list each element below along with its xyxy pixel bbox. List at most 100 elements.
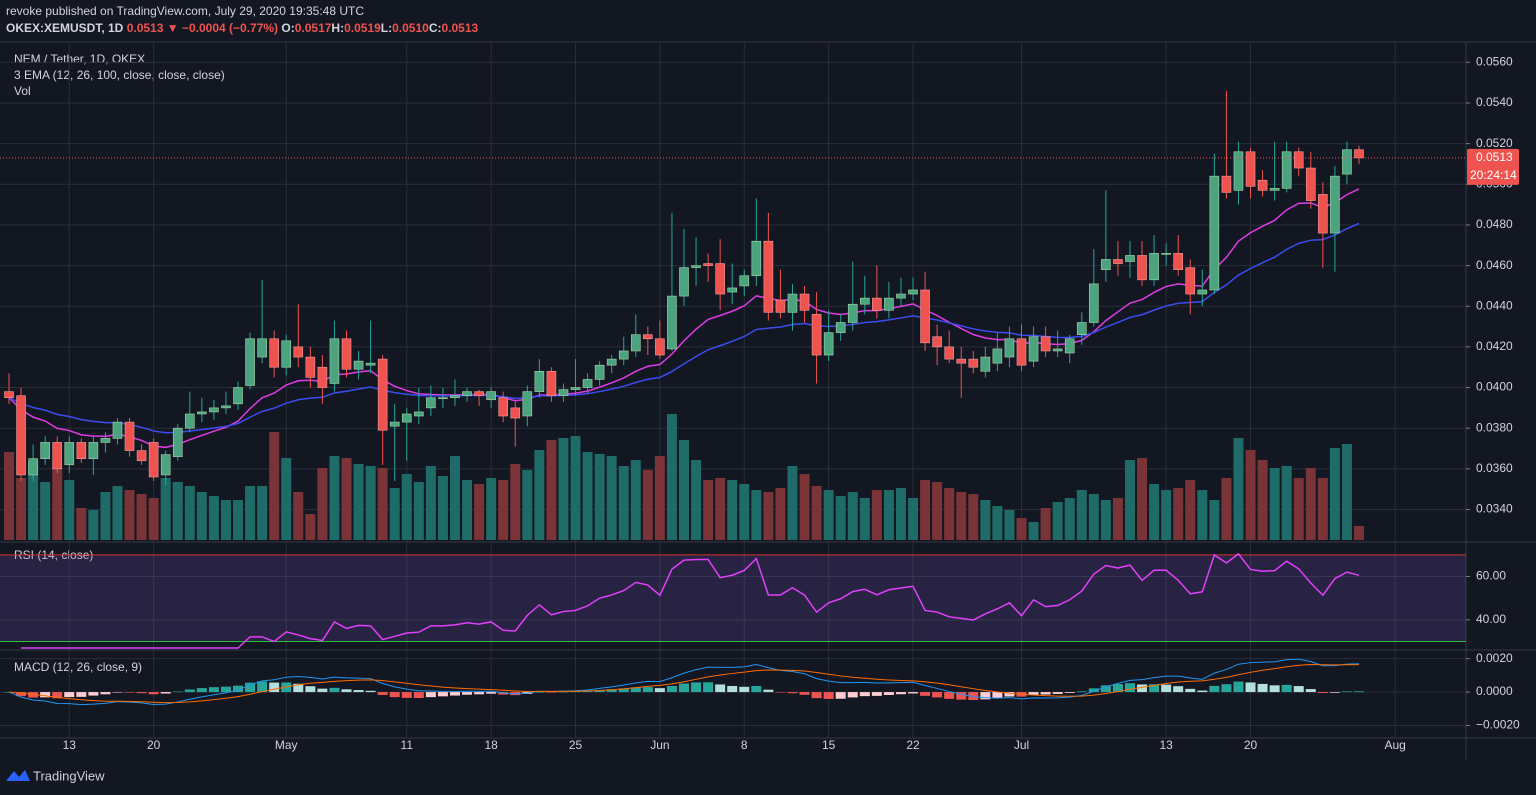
macd-histogram: [920, 692, 931, 696]
candle-body: [860, 297, 870, 305]
volume-bar: [245, 486, 256, 540]
macd-histogram: [172, 691, 183, 693]
volume-bar: [932, 482, 943, 540]
volume-bar: [148, 498, 159, 540]
candle-body: [329, 338, 340, 384]
macd-histogram: [1052, 692, 1063, 694]
macd-histogram: [1221, 684, 1232, 693]
macd-histogram: [618, 688, 629, 693]
volume-bar: [727, 480, 738, 540]
candle-body: [703, 263, 713, 266]
x-tick-label: 25: [569, 738, 583, 752]
macd-histogram: [1100, 685, 1111, 693]
volume-bar: [1354, 526, 1364, 540]
candle-body: [1233, 151, 1244, 191]
candle-body: [896, 293, 906, 299]
macd-histogram: [148, 692, 159, 695]
candle-body: [643, 334, 653, 340]
volume-bar: [811, 486, 822, 540]
macd-histogram: [401, 692, 412, 698]
candle-body: [1281, 151, 1292, 189]
candle-body: [136, 450, 147, 462]
volume-bar: [1100, 500, 1111, 540]
macd-histogram: [1137, 684, 1148, 693]
volume-bar: [293, 492, 304, 540]
volume-bar: [172, 482, 183, 540]
ohlc-value: 0.0513: [442, 21, 479, 35]
macd-histogram: [847, 692, 858, 698]
candle-body: [209, 407, 219, 413]
volume-bar: [16, 478, 27, 540]
volume-bar: [486, 478, 497, 540]
y-tick-label: 0.0480: [1476, 217, 1513, 231]
ema-line: [8, 188, 1360, 449]
legend-macd: MACD (12, 26, close, 9): [14, 660, 142, 674]
candle-body: [1016, 338, 1027, 366]
candle-body: [932, 336, 942, 348]
candle-body: [667, 295, 677, 350]
candle-body: [546, 370, 557, 396]
x-tick-label: 20: [147, 738, 161, 752]
candle-body: [715, 263, 725, 295]
author-line: revoke published on TradingView.com, Jul…: [6, 4, 364, 18]
candle-body: [88, 442, 99, 459]
macd-histogram: [16, 692, 27, 697]
candle-body: [172, 427, 183, 457]
macd-histogram: [462, 692, 473, 695]
macd-histogram: [100, 692, 111, 695]
candle-body: [1076, 322, 1087, 336]
volume-bar: [558, 438, 569, 540]
macd-histogram: [1161, 684, 1172, 693]
y-tick-label: 0.0520: [1476, 136, 1513, 150]
macd-histogram: [425, 692, 436, 698]
macd-histogram: [1040, 692, 1051, 695]
volume-bar: [389, 488, 400, 540]
candle-body: [64, 442, 75, 466]
volume-bar: [1209, 500, 1220, 540]
macd-histogram: [1281, 684, 1292, 693]
candle-body: [4, 391, 14, 399]
macd-histogram: [582, 691, 593, 693]
y-tick-label: 0.0540: [1476, 95, 1513, 109]
candle-body: [908, 289, 918, 295]
macd-histogram: [895, 692, 906, 695]
candle-body: [414, 411, 424, 417]
volume-bar: [64, 480, 75, 540]
candle-body: [450, 395, 460, 399]
candle-body: [594, 364, 605, 380]
volume-bar: [968, 494, 979, 540]
volume-bar: [522, 470, 533, 540]
signal-line: [8, 664, 1360, 704]
macd-histogram: [968, 692, 979, 701]
macd-histogram: [40, 692, 51, 698]
volume-bar: [184, 486, 195, 540]
candle-body: [426, 397, 436, 409]
volume-bar: [1016, 518, 1027, 540]
candle-body: [570, 387, 581, 390]
candle-body: [1354, 149, 1364, 159]
volume-bar: [269, 432, 280, 540]
ohlc-label: C:: [429, 21, 442, 35]
volume-bar: [835, 496, 846, 540]
volume-bar: [1341, 444, 1352, 540]
candle-body: [1342, 149, 1352, 175]
candle-body: [920, 289, 930, 344]
macd-histogram: [1305, 689, 1316, 693]
volume-bar: [1161, 490, 1172, 540]
macd-histogram: [715, 684, 726, 693]
volume-bar: [437, 476, 448, 540]
candle-body: [28, 458, 38, 476]
macd-histogram: [1173, 686, 1184, 693]
volume-bar: [76, 508, 87, 540]
candle-body: [944, 346, 954, 360]
macd-histogram: [1317, 692, 1328, 694]
volume-bar: [666, 414, 677, 540]
macd-histogram: [220, 686, 231, 693]
macd-histogram: [727, 685, 738, 693]
macd-histogram: [1269, 685, 1280, 693]
candle-body: [16, 395, 26, 476]
macd-histogram: [124, 692, 135, 693]
macd-histogram: [160, 692, 171, 694]
macd-histogram: [389, 692, 400, 698]
macd-histogram: [1112, 684, 1123, 693]
